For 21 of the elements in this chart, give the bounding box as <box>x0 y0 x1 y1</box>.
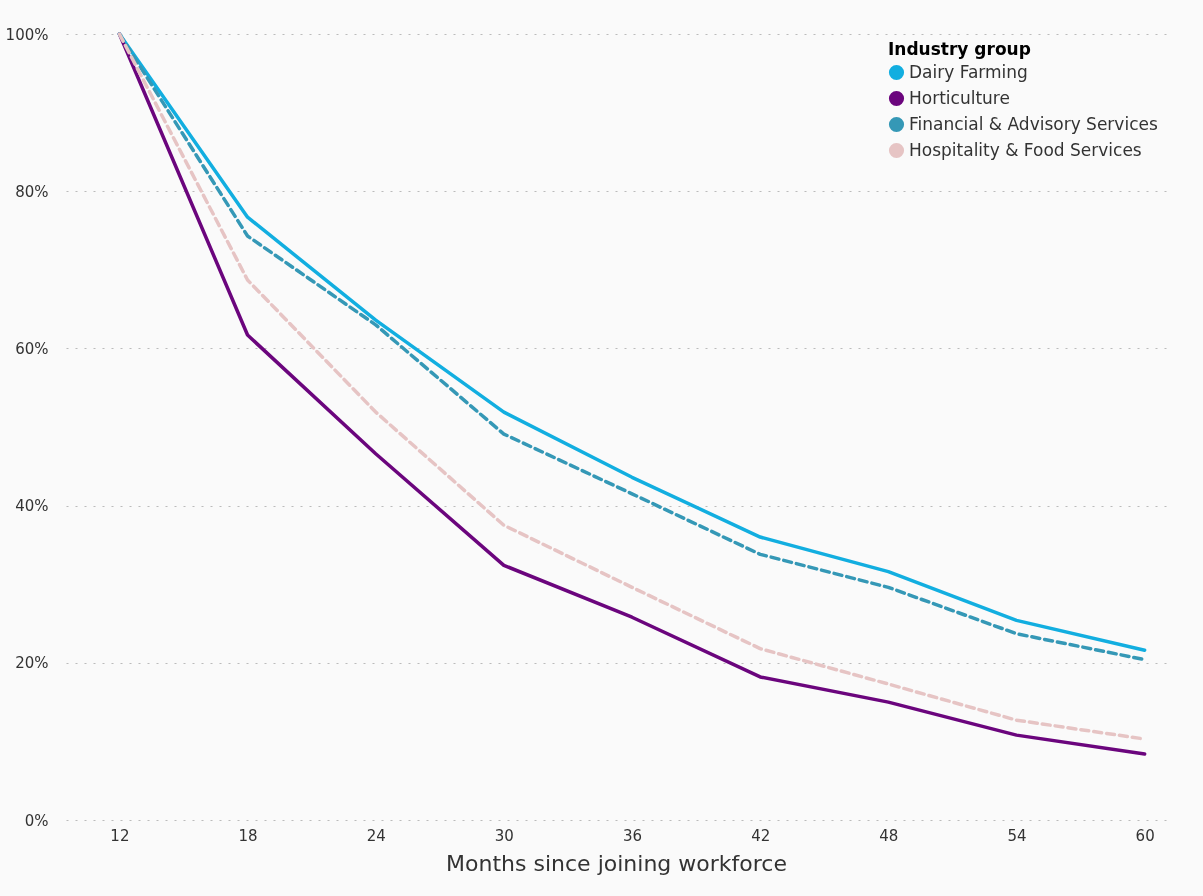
y-tick-label: 0% <box>24 811 49 830</box>
y-tick-label: 60% <box>15 339 49 358</box>
x-tick-label: 18 <box>238 826 258 845</box>
x-tick-label: 24 <box>366 826 386 845</box>
legend-label: Financial & Advisory Services <box>909 113 1158 134</box>
y-tick-label: 100% <box>5 25 49 44</box>
legend-label: Dairy Farming <box>909 61 1028 82</box>
y-tick-label: 20% <box>15 654 49 673</box>
y-tick-label: 80% <box>15 182 49 201</box>
x-tick-label: 42 <box>751 826 771 845</box>
legend-title: Industry group <box>888 39 1031 59</box>
x-tick-label: 60 <box>1135 826 1155 845</box>
legend-label: Horticulture <box>909 87 1010 108</box>
x-tick-label: 54 <box>1007 826 1027 845</box>
x-tick-label: 48 <box>879 826 899 845</box>
x-axis-title: Months since joining workforce <box>446 850 787 876</box>
x-tick-label: 36 <box>622 826 643 845</box>
y-tick-label: 40% <box>15 497 49 516</box>
x-tick-label: 30 <box>494 826 514 845</box>
x-tick-label: 12 <box>110 826 130 845</box>
legend-label: Hospitality & Food Services <box>909 139 1142 160</box>
